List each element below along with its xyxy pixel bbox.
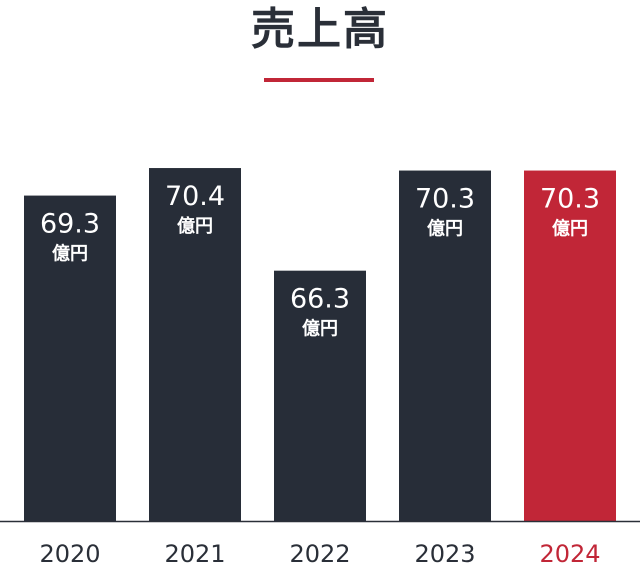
x-tick-label-2020: 2020 [39, 540, 100, 568]
bar-2024 [524, 170, 616, 521]
unit-label-2024: 億円 [552, 218, 588, 240]
bar-2021 [149, 168, 241, 521]
unit-label-2021: 億円 [177, 215, 213, 237]
title-underline [264, 78, 374, 82]
value-label-2022: 66.3 [290, 284, 350, 315]
value-label-2024: 70.3 [540, 184, 600, 215]
unit-label-2023: 億円 [427, 218, 463, 240]
unit-label-2020: 億円 [52, 243, 88, 265]
value-label-2021: 70.4 [165, 181, 225, 212]
bar-2022 [274, 270, 366, 521]
bar-2023 [399, 170, 491, 521]
chart-title: 売上高 [251, 4, 389, 55]
value-label-2020: 69.3 [40, 209, 100, 240]
unit-label-2022: 億円 [302, 318, 338, 340]
x-tick-label-2021: 2021 [164, 540, 225, 568]
x-tick-label-2024: 2024 [539, 540, 600, 568]
x-tick-label-2022: 2022 [289, 540, 350, 568]
bar-2020 [24, 195, 116, 522]
x-tick-label-2023: 2023 [414, 540, 475, 568]
value-label-2023: 70.3 [415, 184, 475, 215]
